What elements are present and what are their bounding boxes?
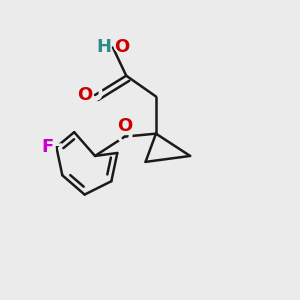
Text: F: F <box>49 137 64 157</box>
Text: O: O <box>116 127 134 147</box>
Text: O: O <box>117 117 132 135</box>
Text: H: H <box>96 38 111 56</box>
Text: HO: HO <box>95 38 130 58</box>
Text: O: O <box>114 38 130 56</box>
Text: O: O <box>86 85 104 105</box>
Text: F: F <box>41 138 53 156</box>
Text: O: O <box>77 86 92 104</box>
